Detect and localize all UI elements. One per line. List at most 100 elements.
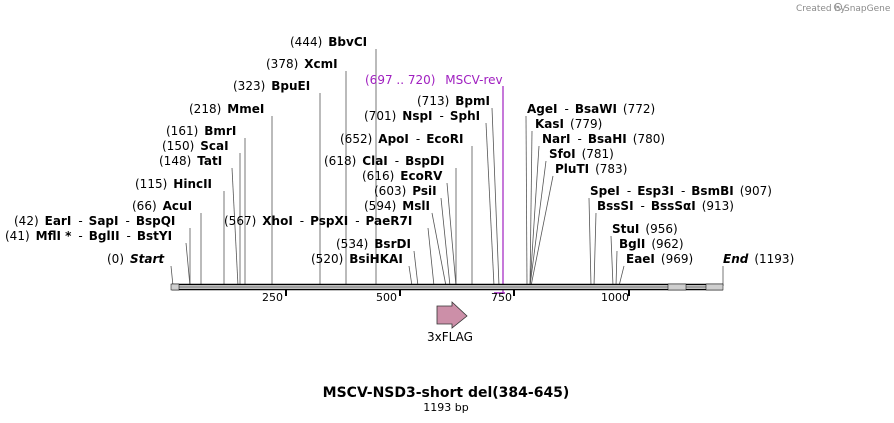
enzyme-label-part: BsaHI: [588, 132, 627, 146]
enzyme-label-part: -: [641, 199, 645, 213]
enzyme-label-part: (520): [311, 252, 343, 266]
enzyme-label-part: SphI: [450, 109, 480, 123]
enzyme-label-part: (913): [702, 199, 734, 213]
enzyme-label-mmei[interactable]: (218) MmeI: [189, 102, 264, 116]
enzyme-label-apoi[interactable]: (652) ApoI - EcoRI: [340, 132, 463, 146]
enzyme-label-part: -: [681, 184, 685, 198]
credit-brand: SnapGene: [844, 4, 891, 14]
enzyme-label-part: (42): [14, 214, 39, 228]
feature-3xflag-arrow[interactable]: [436, 301, 468, 329]
enzyme-label-part: ApoI: [378, 132, 409, 146]
enzyme-label-part: NarI: [542, 132, 571, 146]
enzyme-label-part: BspDI: [405, 154, 444, 168]
enzyme-label-part: -: [440, 109, 444, 123]
enzyme-label-part: NspI: [402, 109, 432, 123]
ruler: 250 500 750 1000: [262, 290, 630, 304]
enzyme-label-part: ClaI: [362, 154, 387, 168]
enzyme-label-start[interactable]: (0) Start: [107, 252, 165, 266]
enzyme-label-part: Start: [130, 252, 165, 266]
enzyme-label-part: BsrDI: [374, 237, 411, 251]
enzyme-label-scai[interactable]: (150) ScaI: [162, 139, 229, 153]
tick-750: 750: [491, 291, 512, 304]
enzyme-label-part: (907): [740, 184, 772, 198]
enzyme-label-bsihkai[interactable]: (520) BsiHKAI: [311, 252, 403, 266]
enzyme-label-bbvci[interactable]: (444) BbvCI: [290, 35, 367, 49]
primer-name: MSCV-rev: [445, 73, 502, 87]
enzyme-label-part: (0): [107, 252, 124, 266]
enzyme-label-eaei[interactable]: EaeI (969): [626, 252, 693, 266]
enzyme-label-end[interactable]: End (1193): [723, 252, 794, 266]
map-title: MSCV-NSD3-short del(384-645): [323, 385, 570, 401]
enzyme-label-stui[interactable]: StuI (956): [612, 222, 678, 236]
enzyme-label-part: BssSαI: [651, 199, 696, 213]
credit-text: Created by: [796, 4, 846, 14]
enzyme-label-part: EaeI: [626, 252, 655, 266]
enzyme-label-part: -: [125, 214, 129, 228]
enzyme-label-part: (66): [132, 199, 157, 213]
enzyme-label-part: (534): [336, 237, 368, 251]
enzyme-label-mfli[interactable]: (41) MflI * - BglII - BstYI: [5, 229, 172, 243]
enzyme-label-ecorv[interactable]: (616) EcoRV: [362, 169, 443, 183]
enzyme-label-spei[interactable]: SpeI - Esp3I - BsmBI (907): [590, 184, 772, 198]
enzyme-label-part: (780): [633, 132, 665, 146]
enzyme-label-psii[interactable]: (603) PsiI: [374, 184, 437, 198]
enzyme-label-hincii[interactable]: (115) HincII: [135, 177, 212, 191]
enzyme-label-part: MmeI: [227, 102, 264, 116]
enzyme-label-tati[interactable]: (148) TatI: [159, 154, 222, 168]
enzyme-label-part: PsiI: [412, 184, 436, 198]
enzyme-label-part: XcmI: [304, 57, 337, 71]
enzyme-label-part: BsmBI: [691, 184, 733, 198]
enzyme-label-part: (1193): [754, 252, 794, 266]
enzyme-label-part: (969): [661, 252, 693, 266]
enzyme-label-part: ScaI: [200, 139, 228, 153]
enzyme-label-pluti[interactable]: PluTI (783): [555, 162, 627, 176]
enzyme-label-xcmi[interactable]: (378) XcmI: [266, 57, 338, 71]
enzyme-label-part: -: [127, 229, 131, 243]
cut-site-lines: [170, 49, 724, 287]
enzyme-label-nari[interactable]: NarI - BsaHI (780): [542, 132, 665, 146]
enzyme-label-bmri[interactable]: (161) BmrI: [166, 124, 236, 138]
enzyme-label-part: SfoI: [549, 147, 576, 161]
enzyme-label-xhoi[interactable]: (567) XhoI - PspXI - PaeR7I: [224, 214, 412, 228]
enzyme-label-clai[interactable]: (618) ClaI - BspDI: [324, 154, 444, 168]
enzyme-label-part: XhoI: [262, 214, 293, 228]
enzyme-label-part: (783): [595, 162, 627, 176]
enzyme-label-part: EarI: [45, 214, 72, 228]
enzyme-label-agei[interactable]: AgeI - BsaWI (772): [527, 102, 655, 116]
enzyme-label-part: (444): [290, 35, 322, 49]
enzyme-label-msli[interactable]: (594) MslI: [364, 199, 430, 213]
enzyme-label-part: (772): [623, 102, 655, 116]
enzyme-label-kasi[interactable]: KasI (779): [535, 117, 602, 131]
enzyme-label-acui[interactable]: (66) AcuI: [132, 199, 192, 213]
enzyme-label-part: BpmI: [455, 94, 490, 108]
enzyme-label-part: -: [78, 229, 82, 243]
tick-250: 250: [262, 291, 283, 304]
enzyme-label-bsssi[interactable]: BssSI - BssSαI (913): [597, 199, 734, 213]
primer-range: (697 .. 720): [365, 73, 435, 87]
snapgene-logo-icon: [833, 2, 843, 12]
enzyme-label-part: (779): [570, 117, 602, 131]
enzyme-label-part: (956): [645, 222, 677, 236]
enzyme-label-part: (701): [364, 109, 396, 123]
primer-label[interactable]: (697 .. 720) MSCV-rev: [365, 73, 503, 87]
enzyme-label-bsrdi[interactable]: (534) BsrDI: [336, 237, 411, 251]
enzyme-label-eari[interactable]: (42) EarI - SapI - BspQI: [14, 214, 175, 228]
enzyme-label-part: (713): [417, 94, 449, 108]
enzyme-label-part: -: [355, 214, 359, 228]
enzyme-label-part: (567): [224, 214, 256, 228]
enzyme-label-part: -: [395, 154, 399, 168]
enzyme-label-nspi[interactable]: (701) NspI - SphI: [364, 109, 480, 123]
enzyme-label-bgli[interactable]: BglI (962): [619, 237, 684, 251]
tick-500: 500: [376, 291, 397, 304]
enzyme-label-part: BglII: [89, 229, 120, 243]
enzyme-label-part: KasI: [535, 117, 564, 131]
enzyme-label-bpmi[interactable]: (713) BpmI: [417, 94, 490, 108]
enzyme-label-part: MflI *: [36, 229, 72, 243]
enzyme-label-bpuei[interactable]: (323) BpuEI: [233, 79, 310, 93]
enzyme-label-part: BsaWI: [575, 102, 617, 116]
enzyme-label-part: (41): [5, 229, 30, 243]
enzyme-label-part: (594): [364, 199, 396, 213]
enzyme-label-part: SpeI: [590, 184, 620, 198]
enzyme-label-sfoi[interactable]: SfoI (781): [549, 147, 614, 161]
